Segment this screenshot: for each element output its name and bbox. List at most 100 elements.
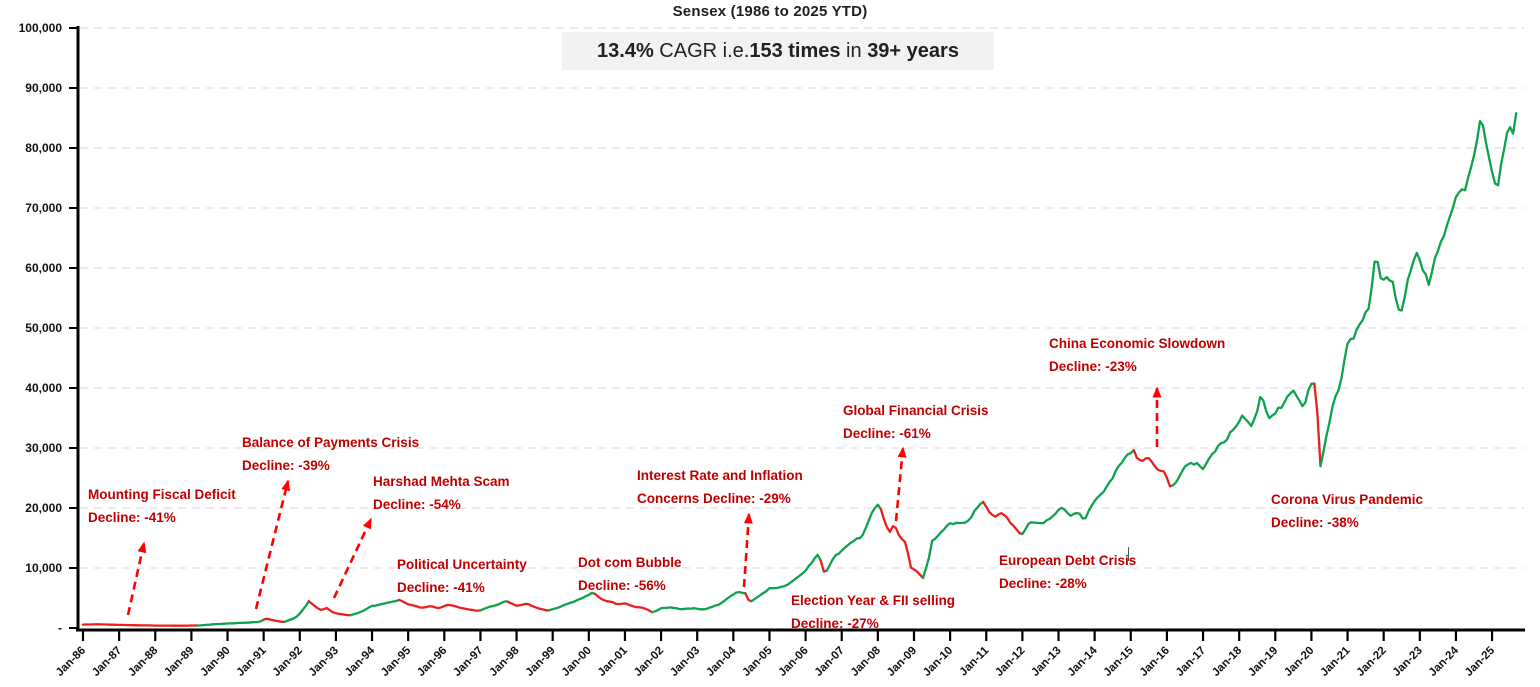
svg-text:Jan-14: Jan-14 [1066, 644, 1101, 679]
line-segment-decline [879, 508, 925, 580]
svg-text:Jan-92: Jan-92 [271, 645, 305, 679]
svg-text:Jan-19: Jan-19 [1246, 645, 1280, 679]
annotation-line: European Debt Crisis [999, 553, 1137, 568]
line-segment-rise [349, 598, 401, 617]
subtitle-highlight: 39+ years [867, 39, 959, 62]
svg-text:-: - [58, 621, 62, 635]
svg-text:20,000: 20,000 [25, 501, 62, 515]
svg-text:Jan-91: Jan-91 [235, 644, 270, 679]
annotation-arrow [254, 479, 291, 610]
svg-text:Jan-24: Jan-24 [1427, 644, 1462, 679]
annotation-line: Global Financial Crisis [843, 403, 989, 418]
annotation-rates-and-inflation: Interest Rate and Inflation Concerns Decl… [637, 464, 803, 510]
svg-text:Jan-09: Jan-09 [885, 645, 919, 679]
line-segment-decline [81, 623, 199, 627]
svg-text:Jan-04: Jan-04 [704, 644, 739, 679]
svg-text:Jan-07: Jan-07 [813, 645, 847, 679]
svg-text:Jan-03: Jan-03 [668, 645, 702, 679]
line-segment-rise [750, 553, 822, 603]
subtitle-text: CAGR i.e. [653, 39, 750, 62]
svg-text:Jan-23: Jan-23 [1391, 645, 1425, 679]
annotation-line: Harshad Mehta Scam [373, 474, 510, 489]
svg-text:Jan-10: Jan-10 [921, 645, 955, 679]
subtitle-highlight: 153 times [749, 39, 841, 62]
svg-text:Jan-94: Jan-94 [343, 644, 378, 679]
line-segment-decline [593, 592, 654, 614]
svg-text:Jan-13: Jan-13 [1029, 645, 1063, 679]
svg-text:Jan-25: Jan-25 [1463, 644, 1498, 679]
svg-text:Jan-11: Jan-11 [958, 644, 992, 678]
line-segment-rise [1021, 449, 1135, 536]
line-segment-decline [744, 592, 753, 603]
annotation-arrow [126, 541, 147, 616]
line-segment-decline [1313, 382, 1322, 468]
annotation-election-fii-selling: Election Year & FII selling Decline: -27% [791, 589, 955, 635]
svg-text:Jan-08: Jan-08 [849, 644, 884, 679]
annotation-line: Corona Virus Pandemic [1271, 492, 1424, 507]
svg-text:Jan-93: Jan-93 [307, 645, 341, 679]
line-segment-rise [479, 600, 509, 612]
annotation-line: Decline: -27% [791, 616, 879, 631]
axes [69, 26, 1525, 641]
annotation-line: Election Year & FII selling [791, 593, 956, 608]
subtitle-highlight: 13.4% [597, 39, 654, 62]
annotation-line: Decline: -38% [1271, 515, 1359, 530]
annotation-harshad-mehta-scam: Harshad Mehta Scam Decline: -54% [373, 470, 510, 516]
svg-text:Jan-01: Jan-01 [596, 644, 631, 679]
svg-text:100,000: 100,000 [19, 21, 63, 35]
annotation-line: Political Uncertainty [397, 557, 527, 572]
line-segment-decline [307, 600, 353, 617]
line-segment-decline [262, 617, 286, 624]
line-segment-decline [397, 598, 482, 612]
annotation-line: Decline: -56% [578, 578, 666, 593]
annotation-line: Decline: -28% [999, 576, 1087, 591]
annotation-line: Concerns Decline: -29% [637, 491, 791, 506]
annotation-china-economic-slowdown: China Economic Slowdown Decline: -23% [1049, 332, 1225, 378]
svg-text:Jan-98: Jan-98 [487, 644, 522, 679]
line-segment-rise [1319, 112, 1518, 468]
annotation-corona-virus-pandemic: Corona Virus Pandemic Decline: -38% [1271, 488, 1423, 534]
svg-text:Jan-00: Jan-00 [560, 645, 594, 679]
annotation-line: Decline: -61% [843, 426, 931, 441]
annotation-political-uncertainty: Political Uncertainty Decline: -41% [397, 553, 527, 599]
svg-text:Jan-20: Jan-20 [1282, 645, 1316, 679]
svg-text:30,000: 30,000 [25, 441, 62, 455]
annotation-line: Decline: -41% [397, 580, 485, 595]
svg-text:Jan-18: Jan-18 [1210, 644, 1245, 679]
svg-text:Jan-17: Jan-17 [1174, 645, 1208, 679]
chart-title: Sensex (1986 to 2025 YTD) [672, 3, 868, 20]
subtitle-text: in [840, 39, 868, 62]
svg-text:Jan-02: Jan-02 [632, 645, 666, 679]
svg-text:Jan-89: Jan-89 [162, 645, 196, 679]
line-segment-rise [825, 503, 883, 572]
price-line [81, 112, 1518, 627]
svg-text:Jan-21: Jan-21 [1318, 644, 1353, 679]
line-segment-rise [650, 590, 747, 614]
svg-text:80,000: 80,000 [25, 141, 62, 155]
svg-text:40,000: 40,000 [25, 381, 62, 395]
annotation-line: Balance of Payments Crisis [242, 435, 420, 450]
line-segment-decline [506, 600, 551, 612]
svg-text:Jan-12: Jan-12 [993, 645, 1027, 679]
annotation-line: China Economic Slowdown [1049, 336, 1226, 351]
annotation-arrow [742, 512, 753, 588]
svg-text:Jan-22: Jan-22 [1355, 645, 1389, 679]
annotation-line: Mounting Fiscal Deficit [88, 487, 236, 502]
line-segment-decline [982, 500, 1024, 536]
annotation-arrow [332, 517, 373, 599]
annotation-line: Decline: -54% [373, 497, 461, 512]
svg-text:Jan-88: Jan-88 [126, 644, 161, 679]
annotation-line: Decline: -39% [242, 458, 330, 473]
annotation-arrow [894, 446, 907, 522]
annotation-mounting-fiscal-deficit: Mounting Fiscal Deficit Decline: -41% [88, 483, 236, 529]
svg-text:Jan-86: Jan-86 [54, 645, 88, 679]
svg-text:Jan-97: Jan-97 [451, 645, 485, 679]
line-segment-rise [283, 600, 310, 623]
svg-text:70,000: 70,000 [25, 201, 62, 215]
x-axis-labels: Jan-86 Jan-87 Jan-88 Jan-89 Jan-90 Jan-91 Jan-… [54, 644, 1498, 679]
line-segment-rise [548, 591, 596, 612]
line-segment-decline [1132, 449, 1175, 488]
y-axis-labels: - 10,000 20,000 30,000 40,000 50,000 60,000 70,… [19, 21, 63, 635]
